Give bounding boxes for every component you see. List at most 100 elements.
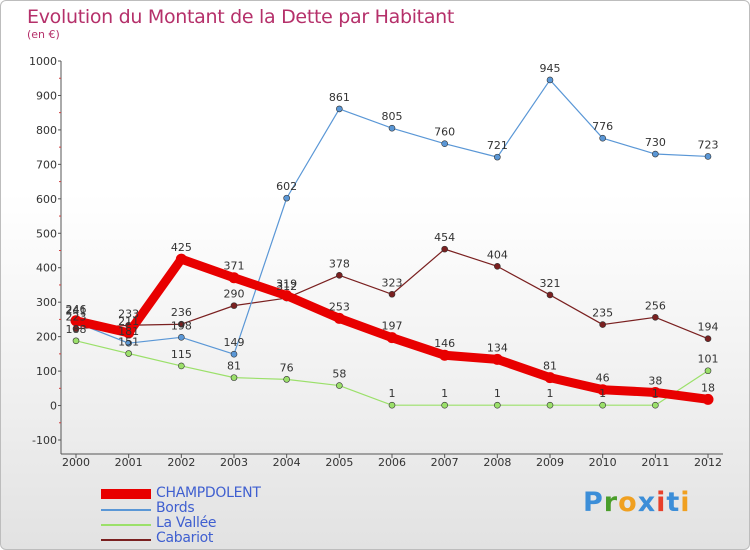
- data-label: 723: [698, 138, 719, 151]
- data-label: 211: [118, 315, 139, 328]
- legend: CHAMPDOLENT Bords La Vallée Cabariot: [101, 485, 341, 547]
- data-point: [72, 337, 80, 345]
- logo-letter: i: [656, 487, 667, 518]
- data-point: [178, 320, 185, 328]
- data-label: 38: [648, 374, 662, 387]
- data-label: 425: [171, 241, 192, 254]
- y-tick-label: 0: [50, 400, 57, 413]
- data-label: 134: [487, 341, 508, 354]
- data-label: 602: [276, 180, 297, 193]
- data-label: 115: [171, 348, 192, 361]
- data-point: [494, 263, 501, 270]
- data-point: [388, 124, 396, 132]
- y-tick-label: 400: [36, 262, 57, 275]
- y-tick-label: 500: [36, 227, 57, 240]
- data-point: [178, 362, 185, 370]
- data-label: 760: [434, 126, 455, 139]
- x-tick-label: 2008: [483, 456, 511, 469]
- logo-letter: t: [666, 487, 681, 518]
- proxiti-logo: Proxiti: [583, 487, 691, 518]
- data-point: [597, 384, 609, 396]
- data-label: 805: [382, 110, 403, 123]
- y-tick-label: 300: [36, 296, 57, 309]
- legend-swatch: [101, 489, 151, 499]
- data-point: [704, 153, 712, 160]
- data-point: [283, 376, 290, 383]
- data-point: [704, 335, 712, 343]
- data-label: 1: [599, 387, 606, 400]
- data-label: 290: [224, 288, 245, 301]
- data-label: 776: [592, 120, 613, 133]
- data-label: 378: [329, 257, 350, 270]
- data-label: 76: [280, 361, 294, 374]
- data-label: 371: [224, 260, 245, 273]
- data-point: [388, 290, 396, 298]
- logo-letter: x: [637, 487, 657, 518]
- data-point: [649, 386, 661, 398]
- data-label: 188: [66, 323, 87, 336]
- data-point: [441, 401, 448, 409]
- legend-item: Bords: [101, 500, 341, 517]
- data-point: [439, 349, 451, 361]
- data-label: 454: [434, 231, 455, 244]
- data-point: [125, 350, 132, 357]
- x-tick-label: 2012: [694, 456, 722, 469]
- data-point: [599, 321, 606, 328]
- data-point: [230, 350, 238, 358]
- data-label: 241: [66, 305, 87, 318]
- legend-label: CHAMPDOLENT: [156, 485, 261, 501]
- data-label: 945: [540, 62, 561, 75]
- logo-letter: i: [680, 487, 691, 518]
- data-point: [702, 393, 714, 405]
- data-point: [175, 253, 187, 265]
- data-point: [336, 382, 343, 389]
- data-point: [336, 105, 343, 113]
- data-point: [178, 334, 185, 341]
- data-label: 233: [118, 307, 139, 320]
- data-label: 253: [329, 300, 350, 313]
- data-point: [125, 339, 132, 347]
- data-label: 46: [596, 372, 610, 385]
- x-tick-label: 2001: [115, 456, 143, 469]
- data-point: [228, 272, 240, 284]
- data-point: [546, 401, 554, 409]
- data-label: 194: [698, 321, 719, 334]
- data-label: 730: [645, 136, 666, 149]
- chart-subtitle: (en €): [27, 28, 60, 41]
- logo-letter: P: [583, 487, 604, 518]
- data-label: 197: [382, 320, 403, 333]
- data-label: 235: [592, 307, 613, 320]
- data-label: 246: [66, 303, 87, 316]
- data-point: [652, 150, 659, 158]
- logo-letter: r: [603, 487, 619, 518]
- data-point: [283, 194, 290, 202]
- data-label: 721: [487, 139, 508, 152]
- data-point: [494, 401, 501, 409]
- y-tick-label: -100: [32, 434, 57, 447]
- x-tick-label: 2010: [589, 456, 617, 469]
- y-tick-label: 700: [36, 158, 57, 171]
- data-label: 223: [66, 311, 87, 324]
- x-tick-label: 2009: [536, 456, 564, 469]
- data-point: [652, 314, 659, 321]
- data-label: 146: [434, 337, 455, 350]
- data-point: [336, 272, 343, 279]
- data-label: 1: [494, 387, 501, 400]
- data-label: 181: [118, 325, 139, 338]
- data-point: [546, 76, 554, 84]
- data-point: [386, 332, 398, 344]
- data-point: [230, 374, 238, 381]
- data-point: [388, 401, 396, 409]
- data-label: 404: [487, 248, 508, 261]
- data-label: 1: [389, 387, 396, 400]
- data-point: [281, 290, 293, 302]
- data-label: 323: [382, 276, 403, 289]
- data-label: 18: [701, 381, 715, 394]
- data-label: 1: [441, 387, 448, 400]
- legend-item: CHAMPDOLENT: [101, 485, 341, 502]
- legend-label: Bords: [156, 500, 195, 516]
- y-tick-label: 800: [36, 124, 57, 137]
- x-tick-label: 2002: [167, 456, 195, 469]
